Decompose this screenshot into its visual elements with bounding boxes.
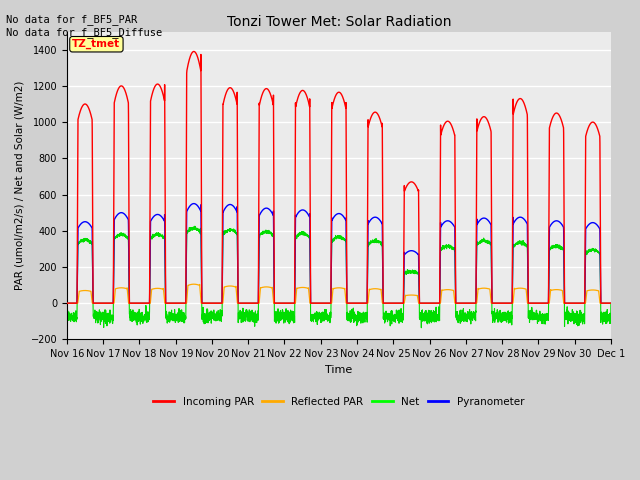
Y-axis label: PAR (umol/m2/s) / Net and Solar (W/m2): PAR (umol/m2/s) / Net and Solar (W/m2): [15, 81, 25, 290]
Legend: Incoming PAR, Reflected PAR, Net, Pyranometer: Incoming PAR, Reflected PAR, Net, Pyrano…: [149, 393, 529, 411]
Text: TZ_tmet: TZ_tmet: [72, 39, 120, 49]
Text: No data for f_BF5_PAR
No data for f_BF5_Diffuse: No data for f_BF5_PAR No data for f_BF5_…: [6, 14, 163, 38]
X-axis label: Time: Time: [325, 365, 353, 375]
Title: Tonzi Tower Met: Solar Radiation: Tonzi Tower Met: Solar Radiation: [227, 15, 451, 29]
